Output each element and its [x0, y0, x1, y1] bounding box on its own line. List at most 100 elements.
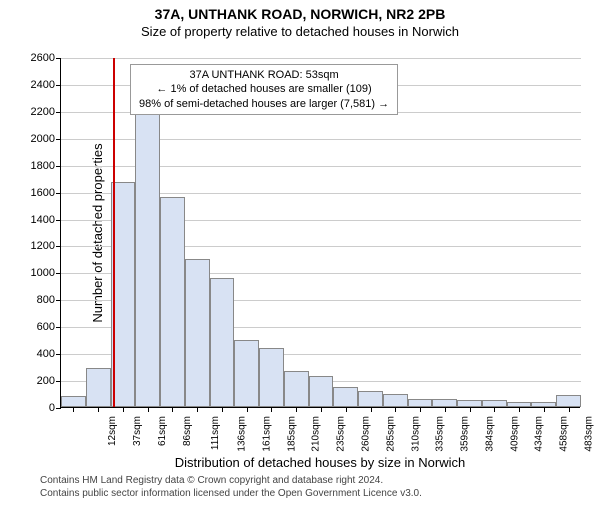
- xtick-mark: [395, 407, 396, 412]
- xtick-mark: [197, 407, 198, 412]
- bar: [135, 103, 160, 407]
- xtick-label: 458sqm: [559, 416, 570, 452]
- ytick-mark: [56, 327, 61, 328]
- bar: [408, 399, 433, 407]
- ytick-label: 1600: [5, 187, 55, 199]
- ytick-mark: [56, 166, 61, 167]
- ytick-mark: [56, 300, 61, 301]
- xtick-label: 335sqm: [435, 416, 446, 452]
- bar: [383, 394, 408, 407]
- xtick-mark: [271, 407, 272, 412]
- xtick-label: 483sqm: [583, 416, 594, 452]
- page-subtitle: Size of property relative to detached ho…: [0, 24, 600, 39]
- ytick-mark: [56, 85, 61, 86]
- xtick-mark: [247, 407, 248, 412]
- bar: [234, 340, 259, 407]
- ytick-mark: [56, 408, 61, 409]
- bar: [309, 376, 334, 407]
- xtick-mark: [98, 407, 99, 412]
- ytick-label: 1000: [5, 267, 55, 279]
- xtick-mark: [569, 407, 570, 412]
- xtick-mark: [321, 407, 322, 412]
- ytick-label: 200: [5, 375, 55, 387]
- xtick-label: 310sqm: [410, 416, 421, 452]
- ytick-label: 1400: [5, 214, 55, 226]
- xtick-label: 210sqm: [311, 416, 322, 452]
- footer-line-2: Contains public sector information licen…: [40, 487, 422, 500]
- info-line-1: 37A UNTHANK ROAD: 53sqm: [139, 68, 389, 82]
- xtick-mark: [420, 407, 421, 412]
- ytick-mark: [56, 112, 61, 113]
- ytick-mark: [56, 220, 61, 221]
- xtick-mark: [371, 407, 372, 412]
- x-axis-label: Distribution of detached houses by size …: [60, 455, 580, 470]
- xtick-label: 384sqm: [484, 416, 495, 452]
- bar: [284, 371, 309, 407]
- xtick-label: 37sqm: [132, 416, 143, 446]
- xtick-mark: [494, 407, 495, 412]
- bar: [358, 391, 383, 407]
- gridline: [61, 58, 581, 59]
- bar: [556, 395, 581, 407]
- xtick-label: 235sqm: [336, 416, 347, 452]
- ytick-label: 400: [5, 348, 55, 360]
- ytick-mark: [56, 139, 61, 140]
- info-box: 37A UNTHANK ROAD: 53sqm ← 1% of detached…: [130, 64, 398, 115]
- ytick-label: 2600: [5, 52, 55, 64]
- ytick-label: 600: [5, 321, 55, 333]
- ytick-mark: [56, 354, 61, 355]
- ytick-label: 2400: [5, 79, 55, 91]
- bar: [86, 368, 111, 407]
- xtick-label: 61sqm: [157, 416, 168, 446]
- chart: Number of detached properties 0200400600…: [60, 58, 580, 408]
- page-title: 37A, UNTHANK ROAD, NORWICH, NR2 2PB: [0, 6, 600, 22]
- footer-line-1: Contains HM Land Registry data © Crown c…: [40, 474, 422, 487]
- info-line-3: 98% of semi-detached houses are larger (…: [139, 97, 389, 111]
- xtick-label: 260sqm: [361, 416, 372, 452]
- bar: [457, 400, 482, 407]
- ytick-label: 800: [5, 294, 55, 306]
- xtick-mark: [544, 407, 545, 412]
- ytick-label: 2200: [5, 106, 55, 118]
- bar: [61, 396, 86, 407]
- ytick-mark: [56, 381, 61, 382]
- xtick-label: 185sqm: [286, 416, 297, 452]
- bar: [333, 387, 358, 407]
- xtick-label: 359sqm: [460, 416, 471, 452]
- ytick-mark: [56, 58, 61, 59]
- xtick-mark: [73, 407, 74, 412]
- bar: [482, 400, 507, 407]
- info-line-2: ← 1% of detached houses are smaller (109…: [139, 82, 389, 96]
- xtick-mark: [148, 407, 149, 412]
- ytick-label: 0: [5, 402, 55, 414]
- marker-line: [113, 58, 115, 407]
- xtick-mark: [222, 407, 223, 412]
- xtick-mark: [346, 407, 347, 412]
- xtick-mark: [470, 407, 471, 412]
- xtick-label: 12sqm: [107, 416, 118, 446]
- xtick-mark: [123, 407, 124, 412]
- bar: [432, 399, 457, 407]
- ytick-label: 2000: [5, 133, 55, 145]
- xtick-label: 86sqm: [182, 416, 193, 446]
- bar: [259, 348, 284, 407]
- footer: Contains HM Land Registry data © Crown c…: [40, 474, 422, 500]
- bar: [185, 259, 210, 407]
- ytick-mark: [56, 273, 61, 274]
- bar: [210, 278, 235, 407]
- xtick-mark: [519, 407, 520, 412]
- xtick-label: 285sqm: [385, 416, 396, 452]
- xtick-label: 409sqm: [509, 416, 520, 452]
- xtick-label: 161sqm: [262, 416, 273, 452]
- ytick-mark: [56, 193, 61, 194]
- ytick-label: 1200: [5, 240, 55, 252]
- ytick-mark: [56, 246, 61, 247]
- ytick-label: 1800: [5, 160, 55, 172]
- xtick-label: 136sqm: [237, 416, 248, 452]
- xtick-label: 434sqm: [534, 416, 545, 452]
- bar: [160, 197, 185, 407]
- xtick-label: 111sqm: [211, 416, 222, 450]
- xtick-mark: [445, 407, 446, 412]
- xtick-mark: [296, 407, 297, 412]
- xtick-mark: [172, 407, 173, 412]
